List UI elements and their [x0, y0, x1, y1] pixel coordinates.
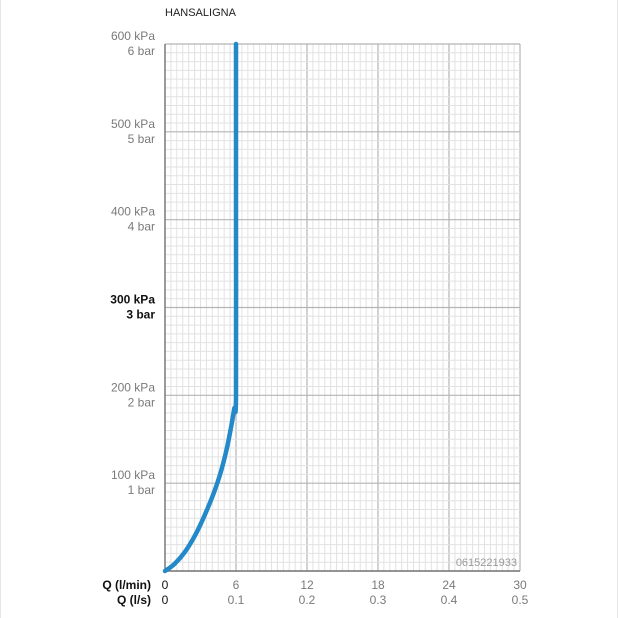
x-axis-title-lmin: Q (l/min)	[102, 578, 151, 592]
x-tick-label-lmin: 0	[162, 578, 169, 592]
x-tick-label-ls: 0.4	[441, 593, 458, 607]
product-code: 0615221933	[456, 557, 517, 569]
chart-title: HANSALIGNA	[165, 7, 236, 19]
series-layer	[162, 41, 239, 574]
x-tick-label-lmin: 6	[233, 578, 240, 592]
y-tick-label-kpa: 300 kPa	[110, 293, 155, 307]
y-tick-label-bar: 1 bar	[128, 483, 155, 497]
y-tick-label-kpa: 500 kPa	[111, 117, 155, 131]
x-axis-title-ls: Q (l/s)	[117, 593, 151, 607]
y-tick-label-kpa: 400 kPa	[111, 205, 155, 219]
y-tick-label-kpa: 200 kPa	[111, 380, 155, 394]
x-tick-label-lmin: 30	[513, 578, 527, 592]
y-tick-label-bar: 5 bar	[128, 132, 155, 146]
grid	[164, 43, 521, 572]
x-axis-labels: 00 60.1 120.2 180.3 240.4 300.5	[162, 578, 529, 607]
x-tick-label-ls: 0.3	[370, 593, 387, 607]
y-tick-label-bar: 2 bar	[128, 395, 155, 409]
y-tick-label-bar: 3 bar	[126, 308, 155, 322]
series-line-0	[162, 41, 239, 574]
x-tick-label-lmin: 18	[371, 578, 385, 592]
y-tick-label-kpa: 100 kPa	[111, 468, 155, 482]
x-tick-label-lmin: 24	[442, 578, 456, 592]
x-tick-label-ls: 0	[162, 593, 169, 607]
y-tick-label-bar: 4 bar	[128, 220, 155, 234]
x-tick-label-ls: 0.1	[228, 593, 245, 607]
x-tick-label-ls: 0.5	[512, 593, 529, 607]
x-tick-label-ls: 0.2	[299, 593, 316, 607]
y-tick-label-bar: 6 bar	[128, 44, 155, 58]
x-tick-label-lmin: 12	[300, 578, 314, 592]
y-tick-label-kpa: 600 kPa	[111, 29, 155, 43]
